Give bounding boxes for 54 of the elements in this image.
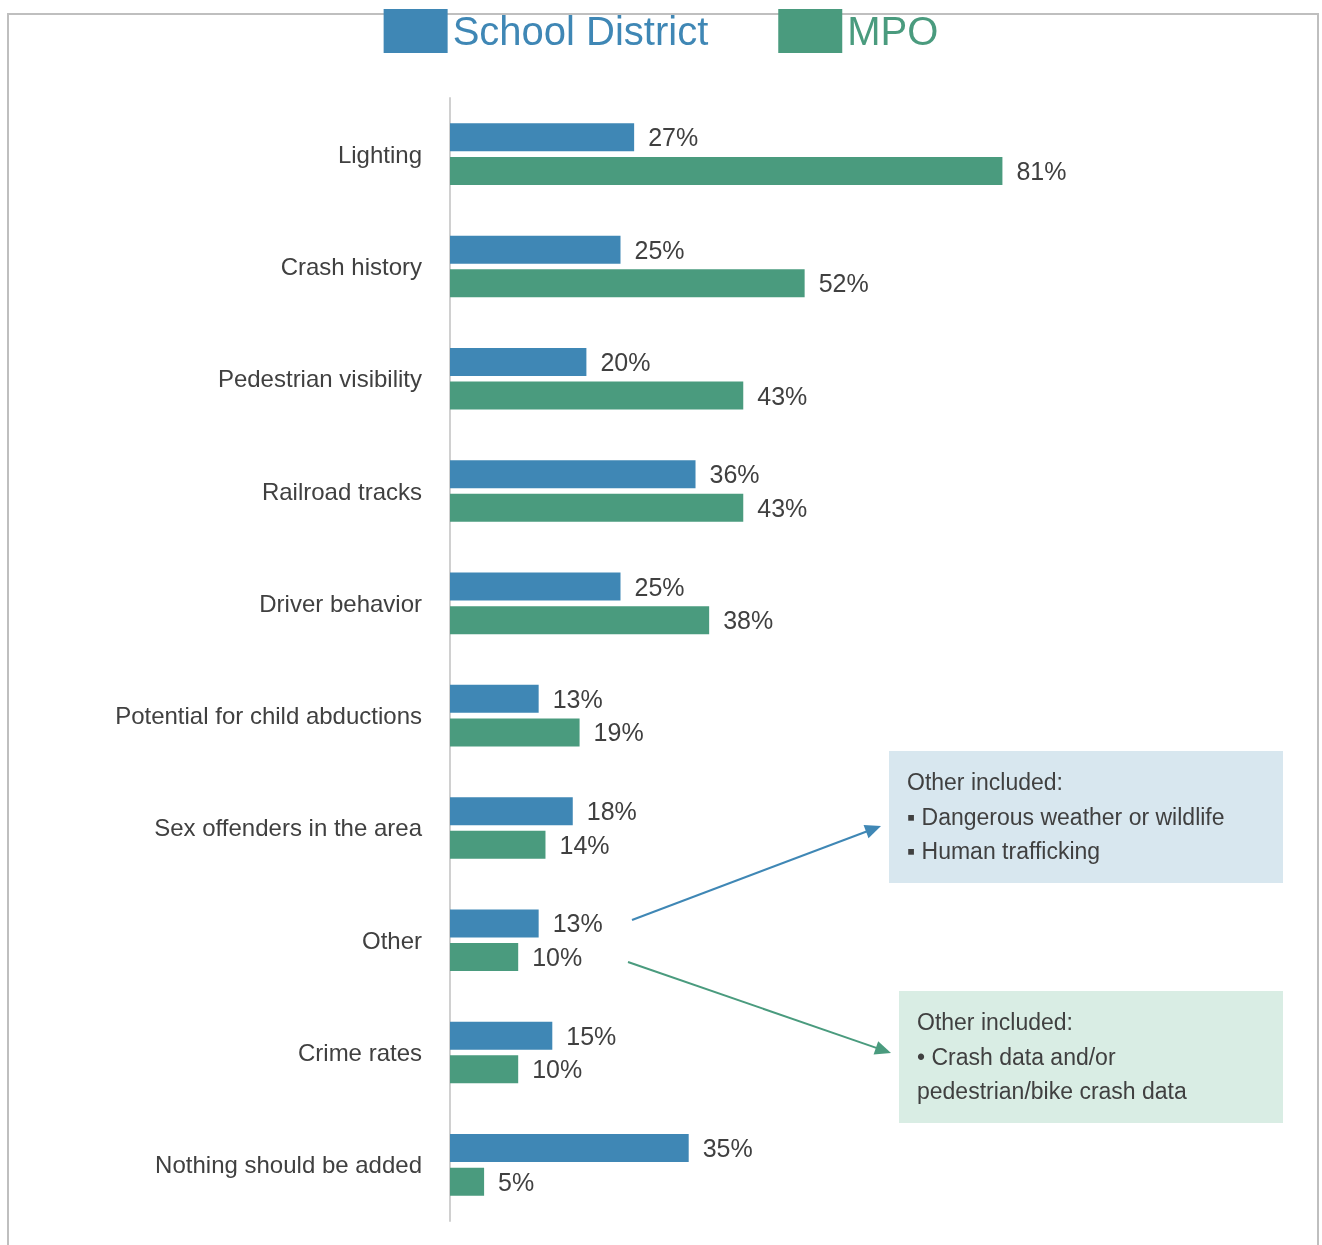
bar [450, 1021, 553, 1050]
data-label: 10% [532, 943, 583, 972]
bar [450, 1055, 519, 1084]
y-tick-label: Railroad tracks [261, 477, 422, 505]
bar [450, 269, 805, 298]
data-label: 13% [552, 909, 603, 938]
bar [450, 381, 744, 410]
legend-label: School District [452, 9, 709, 53]
bar [450, 830, 546, 859]
y-tick-label: Potential for child abductions [115, 702, 422, 730]
y-tick-label: Driver behavior [259, 589, 422, 617]
y-tick-label: Lighting [337, 140, 422, 168]
y-tick-label: Crime rates [297, 1039, 422, 1067]
bar [450, 606, 710, 635]
data-label: 25% [634, 235, 685, 264]
y-tick-label: Other [361, 926, 422, 954]
data-label: 18% [586, 797, 637, 826]
bar [450, 493, 744, 522]
data-label: 25% [634, 572, 685, 601]
data-label: 27% [648, 123, 699, 152]
data-label: 10% [532, 1055, 583, 1084]
data-label: 81% [1016, 156, 1067, 185]
y-tick-label: Nothing should be added [155, 1151, 422, 1179]
data-label: 13% [552, 684, 603, 713]
data-label: 19% [593, 718, 644, 747]
note-box: Other included: ▪ Dangerous weather or wildlife ▪ Human trafficking [889, 751, 1283, 883]
bar [450, 460, 696, 489]
legend-label: MPO [847, 9, 939, 53]
data-label: 20% [600, 347, 651, 376]
data-label: 36% [709, 460, 760, 489]
data-label: 14% [559, 830, 610, 859]
bar [450, 1134, 689, 1163]
y-tick-label: Pedestrian visibility [217, 365, 422, 393]
y-tick-label: Sex offenders in the area [154, 814, 423, 842]
data-label: 43% [757, 493, 808, 522]
bar [450, 347, 587, 376]
data-label: 5% [498, 1167, 535, 1196]
bar [450, 909, 539, 938]
data-label: 35% [702, 1134, 753, 1163]
bar [450, 235, 621, 264]
bar [450, 572, 621, 601]
bar [450, 797, 573, 826]
y-tick-label: Crash history [280, 252, 422, 280]
bar [450, 123, 635, 152]
note-box: Other included: • Crash data and/or pedestrian/bike crash data [899, 991, 1283, 1123]
bar [450, 718, 580, 747]
bar [450, 1167, 485, 1196]
data-label: 52% [818, 269, 869, 298]
data-label: 15% [566, 1021, 617, 1050]
bar [450, 684, 539, 713]
bar [450, 943, 519, 972]
data-label: 43% [757, 381, 808, 410]
data-label: 38% [723, 606, 774, 635]
bar [450, 156, 1003, 185]
